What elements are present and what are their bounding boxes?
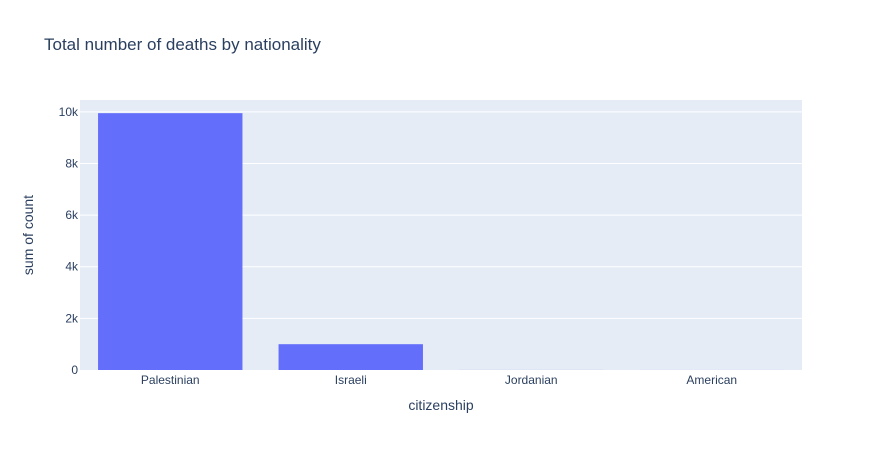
y-tick-label: 6k [65, 208, 79, 222]
bar-israeli [278, 344, 423, 370]
y-tick-label: 4k [65, 260, 79, 274]
bar-palestinian [98, 113, 243, 371]
x-axis-title: citizenship [408, 397, 474, 413]
y-axis-title: sum of count [20, 195, 36, 275]
y-tick-label: 0 [71, 363, 78, 377]
x-axis-ticks: Palestinian Israeli Jordanian American [141, 373, 737, 387]
y-tick-label: 8k [65, 156, 79, 170]
chart-title: Total number of deaths by nationality [44, 35, 321, 54]
x-tick-label: Palestinian [141, 373, 200, 387]
x-tick-label: Jordanian [505, 373, 558, 387]
y-axis-ticks: 0 2k 4k 6k 8k 10k [59, 105, 79, 377]
x-tick-label: American [686, 373, 737, 387]
bars [98, 113, 784, 371]
y-tick-label: 10k [59, 105, 79, 119]
x-tick-label: Israeli [335, 373, 367, 387]
y-tick-label: 2k [65, 311, 79, 325]
